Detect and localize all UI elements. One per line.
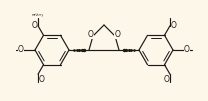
Text: O: O — [115, 30, 120, 39]
Text: O: O — [31, 21, 37, 30]
Text: O: O — [39, 75, 45, 84]
Text: O: O — [184, 45, 190, 55]
Text: methoxy: methoxy — [35, 15, 42, 16]
Text: O: O — [163, 75, 169, 84]
Text: methoxy: methoxy — [32, 13, 44, 17]
Text: O: O — [18, 45, 24, 55]
Text: O: O — [171, 21, 177, 30]
Text: O: O — [88, 30, 93, 39]
